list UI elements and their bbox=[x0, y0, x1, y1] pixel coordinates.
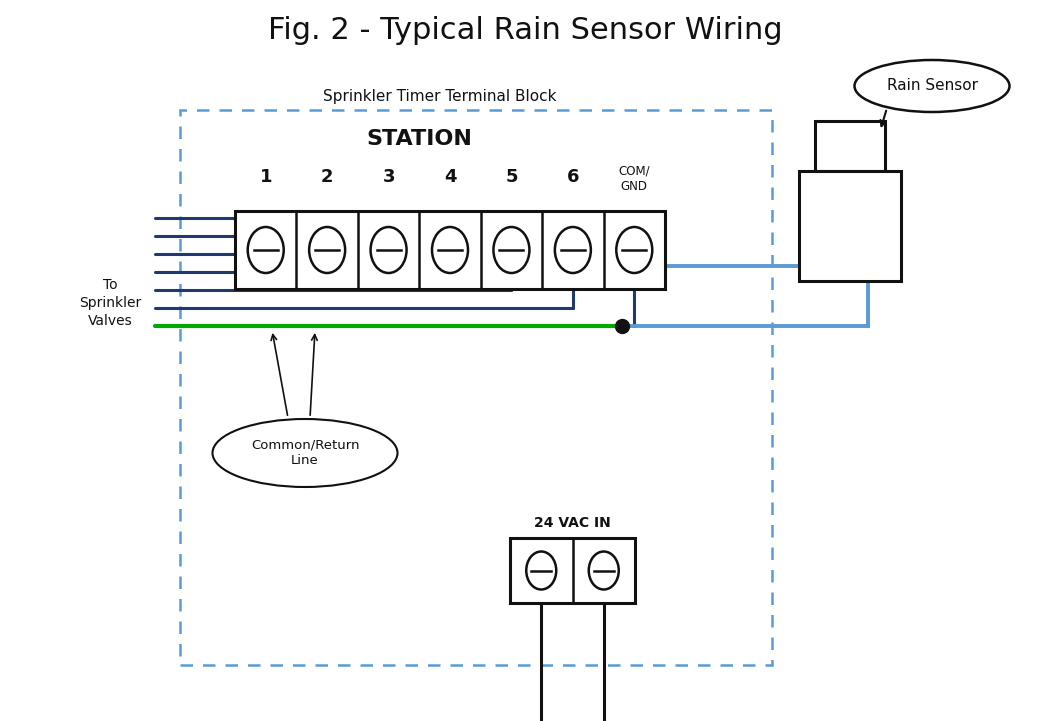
Text: STATION: STATION bbox=[367, 129, 472, 149]
Bar bbox=[799, 171, 901, 281]
Text: To
Sprinkler
Valves: To Sprinkler Valves bbox=[79, 278, 141, 328]
Ellipse shape bbox=[212, 419, 397, 487]
Text: 3: 3 bbox=[383, 168, 395, 186]
Text: Rain Sensor: Rain Sensor bbox=[886, 79, 977, 94]
Ellipse shape bbox=[309, 227, 345, 273]
Ellipse shape bbox=[616, 227, 653, 273]
Bar bbox=[815, 121, 885, 171]
Ellipse shape bbox=[555, 227, 591, 273]
Text: Common/Return
Line: Common/Return Line bbox=[251, 438, 359, 467]
Text: COM/
GND: COM/ GND bbox=[618, 165, 651, 193]
Text: 1: 1 bbox=[260, 168, 272, 186]
Ellipse shape bbox=[371, 227, 407, 273]
Ellipse shape bbox=[854, 60, 1010, 112]
Text: 6: 6 bbox=[566, 168, 579, 186]
Text: 5: 5 bbox=[506, 168, 518, 186]
Text: Fig. 2 - Typical Rain Sensor Wiring: Fig. 2 - Typical Rain Sensor Wiring bbox=[268, 16, 783, 45]
Text: 2: 2 bbox=[321, 168, 333, 186]
Ellipse shape bbox=[589, 552, 619, 590]
Text: 24 VAC IN: 24 VAC IN bbox=[534, 516, 611, 530]
Ellipse shape bbox=[432, 227, 468, 273]
Ellipse shape bbox=[248, 227, 284, 273]
Text: Sprinkler Timer Terminal Block: Sprinkler Timer Terminal Block bbox=[324, 89, 557, 104]
Text: 4: 4 bbox=[444, 168, 456, 186]
Ellipse shape bbox=[493, 227, 530, 273]
Bar bbox=[235, 211, 665, 289]
Ellipse shape bbox=[527, 552, 556, 590]
Bar bbox=[510, 538, 635, 603]
